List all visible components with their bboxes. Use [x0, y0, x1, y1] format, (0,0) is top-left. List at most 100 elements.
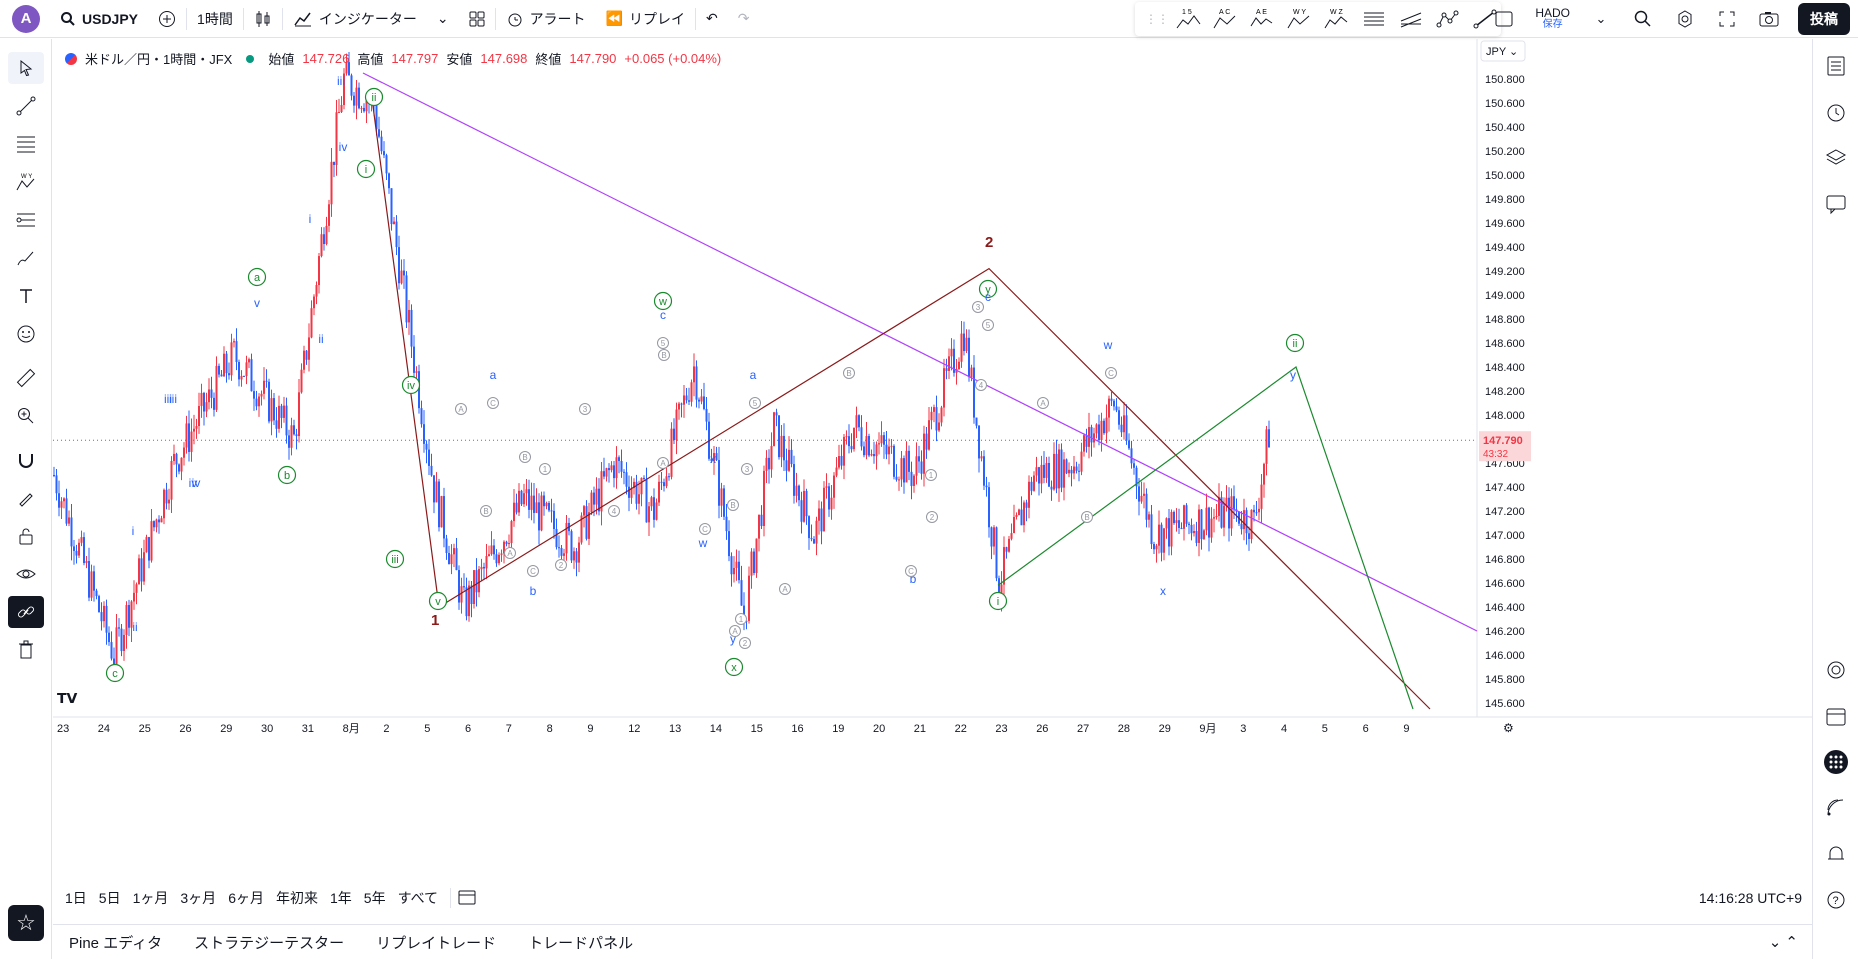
candle — [565, 522, 568, 554]
candle — [1005, 547, 1008, 552]
candle — [1128, 440, 1130, 449]
parallel-channel-tool[interactable] — [1394, 4, 1427, 34]
lock-drawing-tool[interactable] — [0, 479, 52, 517]
calendar-button[interactable] — [1813, 693, 1858, 739]
candle — [58, 493, 60, 508]
notifications-button[interactable] — [1813, 831, 1858, 877]
hide-drawings-tool[interactable] — [0, 555, 52, 593]
rectangle-tool[interactable] — [1485, 3, 1523, 35]
range-1y[interactable]: 1年 — [329, 890, 352, 906]
indicator-templates-button[interactable]: ⌄ — [427, 0, 459, 38]
range-3m[interactable]: 3ヶ月 — [180, 890, 217, 906]
help-button[interactable]: ? — [1813, 877, 1858, 923]
snapshot-button[interactable] — [1750, 3, 1788, 35]
price-tick-label: 146.800 — [1485, 554, 1525, 566]
user-avatar[interactable]: A — [12, 4, 40, 33]
fib-tool[interactable] — [0, 125, 52, 163]
clock-timezone[interactable]: 14:16:28 UTC+9 — [1698, 890, 1802, 906]
data-window-button[interactable] — [1813, 647, 1858, 693]
chart-area[interactable]: 米ドル／円・1時間・JFX 始値 147.726 高値 147.797 安値 147.… — [53, 39, 1812, 861]
layout-save-button[interactable]: HADO 保存 — [1527, 7, 1578, 31]
trend-line-tool[interactable] — [1468, 4, 1501, 34]
wave-label-gray: A — [507, 549, 513, 558]
trend-line-tool[interactable] — [0, 87, 52, 125]
elliott-triple-combo-tool[interactable]: W Z — [1321, 4, 1354, 34]
cursor-tool[interactable] — [0, 49, 52, 87]
indicators-button[interactable]: インジケーター — [283, 0, 427, 38]
elliott-impulse-tool[interactable]: 1 5 — [1173, 4, 1206, 34]
signals-button[interactable] — [1813, 785, 1858, 831]
currency-selector[interactable] — [1480, 40, 1526, 62]
range-5d[interactable]: 5日 — [98, 890, 121, 906]
favorites-button[interactable]: ☆ — [8, 905, 44, 941]
wave-label-blue: iii — [164, 392, 172, 406]
price-chart-canvas[interactable]: 150.800 150.600 150.400 150.200 150.000 149.8… — [53, 39, 1812, 861]
zoom-tool[interactable] — [0, 397, 52, 435]
interval-button[interactable]: 1時間 — [187, 0, 243, 38]
candle — [753, 551, 755, 574]
wave-circle-green — [428, 591, 448, 611]
path-tool[interactable] — [1431, 4, 1464, 34]
candle — [655, 502, 658, 520]
layout-grid-button[interactable] — [459, 0, 495, 38]
range-6m[interactable]: 6ヶ月 — [228, 890, 264, 906]
magnet-tool[interactable] — [0, 441, 52, 479]
symbol-search-button[interactable]: USDJPY — [50, 0, 148, 38]
wave-label-gray: C — [490, 399, 496, 408]
tab-trade-panel[interactable]: トレードパネル — [528, 934, 634, 952]
replay-button[interactable]: ⏪ リプレイ — [596, 0, 695, 38]
candle — [118, 627, 120, 629]
range-1d[interactable]: 1日 — [65, 890, 87, 906]
alert-button[interactable]: アラート — [496, 0, 596, 38]
elliott-double-combo-tool[interactable]: W Y — [1284, 4, 1317, 34]
goto-date-button[interactable] — [457, 888, 477, 909]
wave-circle-gray — [1081, 511, 1093, 523]
tab-pine-editor[interactable]: Pine エディタ — [69, 934, 163, 952]
redo-button[interactable]: ↷ — [728, 0, 760, 38]
object-tree-button[interactable] — [1813, 135, 1858, 181]
ruler-tool[interactable] — [0, 359, 52, 397]
pattern-tool[interactable]: W Y — [0, 163, 52, 201]
brush-tool[interactable] — [0, 239, 52, 277]
text-tool[interactable] — [0, 277, 52, 315]
alerts-panel-button[interactable] — [1813, 89, 1858, 135]
compare-button[interactable] — [148, 0, 186, 38]
lock-all-tool[interactable] — [0, 517, 52, 555]
elliott-triangle-tool[interactable]: A E — [1247, 4, 1280, 34]
range-ytd[interactable]: 年初来 — [275, 890, 318, 906]
settings-button[interactable] — [1666, 3, 1704, 35]
tab-strategy-tester[interactable]: ストラテジーテスター — [194, 934, 345, 952]
projection-tool[interactable] — [0, 201, 52, 239]
undo-button[interactable]: ↶ — [696, 0, 728, 38]
candle — [560, 547, 563, 556]
tab-replay-trade[interactable]: リプレイトレード — [376, 934, 497, 952]
candle — [788, 449, 790, 471]
elliott-correction-tool[interactable]: A C — [1210, 4, 1243, 34]
range-all[interactable]: すべて — [397, 890, 439, 906]
quick-search-button[interactable] — [1624, 3, 1662, 35]
candle — [993, 527, 995, 547]
candle — [725, 516, 728, 532]
watchlist-button[interactable] — [1813, 43, 1858, 89]
fullscreen-button[interactable] — [1708, 3, 1746, 35]
candle — [1093, 433, 1095, 443]
wave-circle-gray — [555, 559, 567, 571]
candle — [470, 585, 473, 605]
sync-drawings-tool[interactable] — [0, 593, 52, 631]
apps-button[interactable] — [1813, 739, 1858, 785]
range-1m[interactable]: 1ヶ月 — [132, 890, 169, 906]
chats-button[interactable] — [1813, 181, 1858, 227]
candle — [403, 270, 405, 276]
range-5y[interactable]: 5年 — [363, 890, 386, 906]
chart-type-button[interactable] — [244, 0, 282, 38]
chart-title[interactable]: 米ドル／円・1時間・JFX — [85, 52, 233, 67]
horizontal-lines-tool[interactable] — [1357, 4, 1390, 34]
candle — [1083, 435, 1085, 452]
icon-tool[interactable] — [0, 315, 52, 353]
layout-menu-button[interactable]: ⌄ — [1582, 3, 1620, 35]
publish-button[interactable]: 投稿 — [1798, 3, 1850, 35]
collapse-panel-button[interactable]: ⌄ ⌃ — [1768, 934, 1798, 951]
drag-handle-icon[interactable]: ⋮⋮ — [1145, 12, 1169, 26]
grid-icon — [469, 11, 485, 26]
remove-drawings-tool[interactable] — [0, 631, 52, 669]
